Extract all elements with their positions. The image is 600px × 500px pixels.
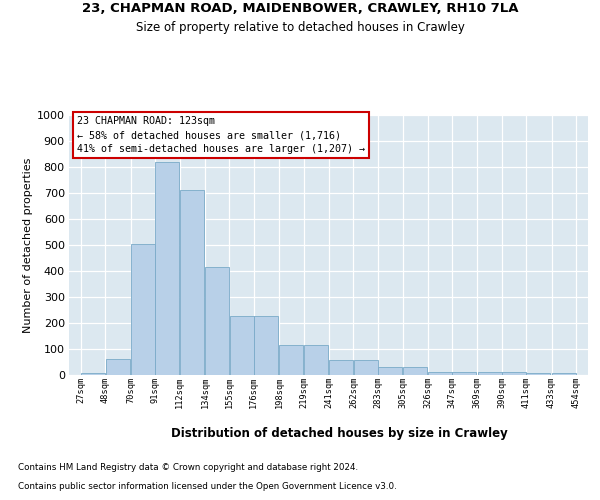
Bar — [378, 366, 402, 375]
Bar — [428, 372, 452, 375]
Bar — [304, 345, 328, 375]
Bar — [230, 316, 254, 375]
Bar — [329, 360, 353, 375]
Bar — [280, 345, 304, 375]
Text: Distribution of detached houses by size in Crawley: Distribution of detached houses by size … — [170, 428, 508, 440]
Bar — [353, 360, 377, 375]
Bar — [180, 190, 204, 375]
Bar — [82, 373, 106, 375]
Bar — [155, 162, 179, 375]
Bar — [131, 244, 155, 375]
Bar — [551, 373, 575, 375]
Bar — [502, 372, 526, 375]
Bar — [452, 372, 476, 375]
Bar — [478, 372, 502, 375]
Bar — [403, 366, 427, 375]
Bar — [106, 360, 130, 375]
Y-axis label: Number of detached properties: Number of detached properties — [23, 158, 32, 332]
Bar — [205, 267, 229, 375]
Text: Contains public sector information licensed under the Open Government Licence v3: Contains public sector information licen… — [18, 482, 397, 491]
Text: Contains HM Land Registry data © Crown copyright and database right 2024.: Contains HM Land Registry data © Crown c… — [18, 464, 358, 472]
Text: Size of property relative to detached houses in Crawley: Size of property relative to detached ho… — [136, 21, 464, 34]
Bar — [254, 316, 278, 375]
Bar — [526, 373, 550, 375]
Text: 23 CHAPMAN ROAD: 123sqm
← 58% of detached houses are smaller (1,716)
41% of semi: 23 CHAPMAN ROAD: 123sqm ← 58% of detache… — [77, 116, 365, 154]
Text: 23, CHAPMAN ROAD, MAIDENBOWER, CRAWLEY, RH10 7LA: 23, CHAPMAN ROAD, MAIDENBOWER, CRAWLEY, … — [82, 2, 518, 16]
